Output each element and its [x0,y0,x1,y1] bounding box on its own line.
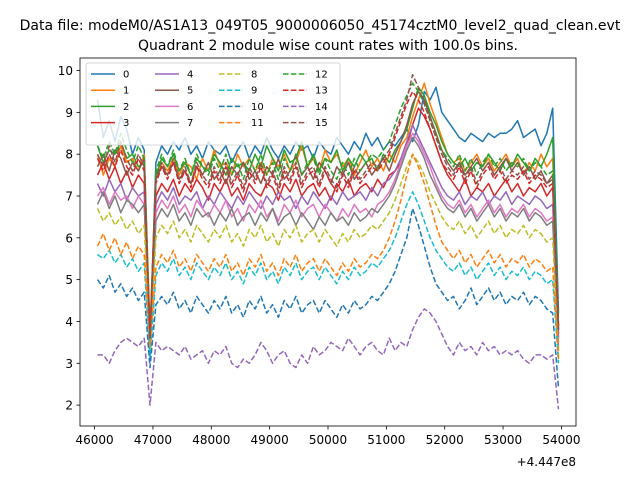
legend-item-3: 3 [91,118,129,129]
legend-item-4: 4 [155,70,193,81]
x-tick-label: 50000 [309,433,347,447]
legend-item-2: 2 [91,102,129,113]
figure-suptitle: Data file: modeM0/AS1A13_049T05_90000060… [20,18,621,34]
chart-title: Quadrant 2 module wise count rates with … [138,38,518,54]
legend-label: 11 [251,118,264,129]
legend-label: 8 [251,70,257,81]
legend-item-6: 6 [155,102,193,113]
series-line-11 [96,153,560,360]
legend-item-13: 13 [283,86,328,97]
legend-frame [85,62,341,146]
legend-label: 15 [315,118,328,129]
y-tick-label: 2 [65,399,73,413]
legend-label: 0 [123,70,129,81]
x-tick-label: 47000 [134,433,172,447]
x-tick-label: 46000 [75,433,113,447]
legend-item-12: 12 [283,70,328,81]
series-line-3 [96,107,560,348]
legend-label: 7 [187,118,193,129]
series-line-14 [97,308,560,410]
x-tick-label: 48000 [192,433,230,447]
legend-label: 10 [251,102,264,113]
series-line-10 [96,207,560,389]
legend-label: 13 [315,86,328,97]
series-line-4 [96,124,560,352]
x-tick-label: 52000 [426,433,464,447]
x-tick-label: 53000 [484,433,522,447]
legend-item-1: 1 [91,86,129,97]
x-tick-label: 49000 [251,433,289,447]
legend-item-11: 11 [219,118,264,129]
y-tick-label: 8 [65,148,73,162]
y-tick-label: 5 [65,273,73,287]
legend-item-15: 15 [283,118,328,129]
series-line-15 [96,73,560,339]
legend-item-9: 9 [219,86,257,97]
legend-item-7: 7 [155,118,193,129]
x-axis: 46000 47000 48000 49000 50000 51000 52000 53000… [75,426,581,447]
series-line-12 [96,82,560,335]
legend-label: 5 [187,86,193,97]
legend-item-0: 0 [91,70,129,81]
legend-label: 12 [315,70,328,81]
y-tick-label: 6 [65,231,73,245]
legend-label: 4 [187,70,193,81]
legend-label: 1 [123,86,129,97]
y-tick-label: 9 [65,106,73,120]
legend-label: 9 [251,86,257,97]
y-tick-label: 10 [58,64,73,78]
legend-label: 14 [315,102,328,113]
series-line-13 [96,90,560,339]
y-tick-label: 7 [65,190,73,204]
legend-label: 3 [123,118,129,129]
y-tick-label: 4 [65,315,73,329]
series-line-8 [96,153,560,355]
legend-label: 2 [123,102,129,113]
series-line-7 [96,136,560,351]
x-axis-offset-label: +4.447e8 [517,455,576,469]
legend-item-5: 5 [155,86,193,97]
series-line-9 [97,191,560,364]
legend-label: 6 [187,102,193,113]
x-tick-label: 54000 [542,433,580,447]
x-tick-label: 51000 [367,433,405,447]
legend-item-8: 8 [219,70,257,81]
y-tick-label: 3 [65,357,73,371]
legend-item-14: 14 [283,102,328,113]
legend-item-10: 10 [219,102,264,113]
y-axis: 2 3 4 5 6 7 8 9 10 [58,64,80,413]
series-layer [96,73,560,410]
series-line-6 [96,132,560,347]
